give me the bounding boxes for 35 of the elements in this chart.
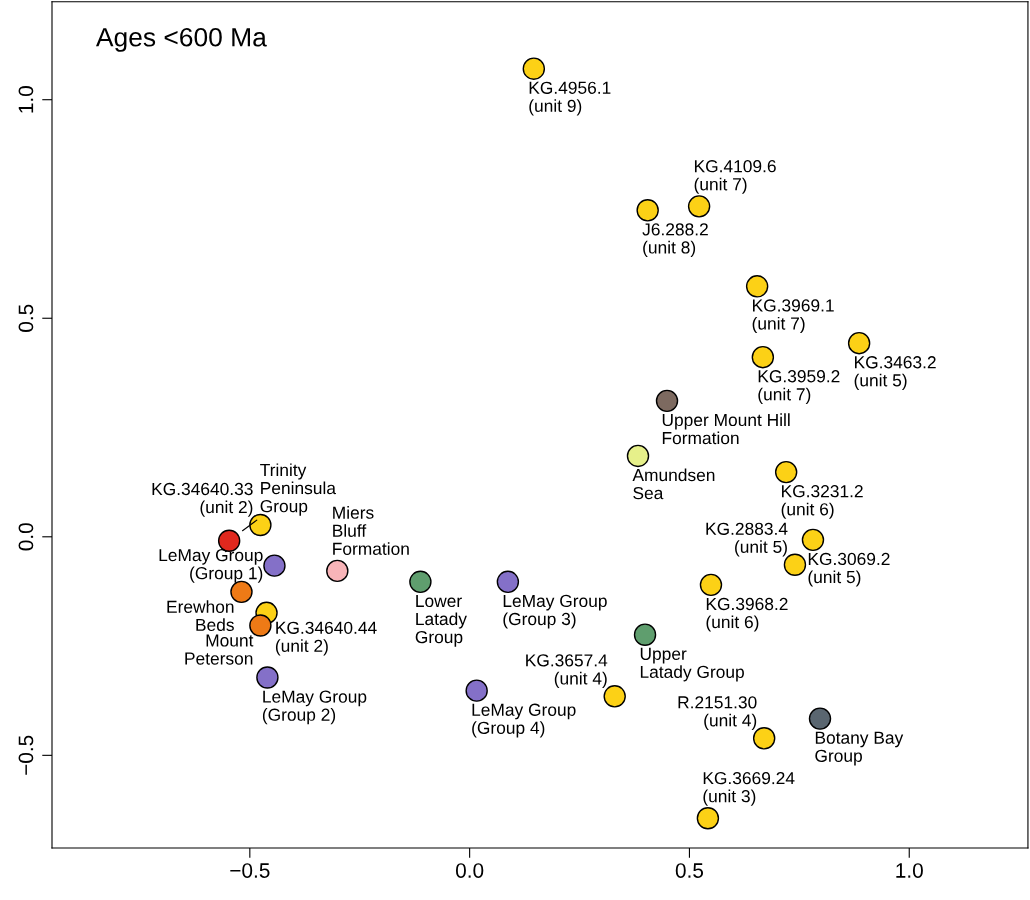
y-tick-label: −0.5: [18, 735, 34, 775]
annotation: KG.4956.1 (unit 9): [529, 81, 611, 116]
annotation: LeMay Group (Group 1): [159, 548, 263, 583]
annotation: KG.3669.24 (unit 3): [703, 771, 795, 806]
annotation: KG.3231.2 (unit 6): [781, 485, 863, 519]
annotation: Mount Peterson: [185, 634, 254, 665]
y-tick-label: 0.5: [18, 304, 34, 332]
annotation: Upper Latady Group: [640, 647, 744, 682]
annotation: LeMay Group (Group 4): [472, 703, 576, 738]
annotation: LeMay Group (Group 3): [503, 594, 607, 629]
annotation: LeMay Group (Group 2): [262, 690, 367, 725]
annotation: KG.3968.2 (unit 6): [706, 597, 788, 632]
annotation: KG.3463.2 (unit 5): [854, 356, 936, 390]
annotation: Upper Mount Hill Formation: [662, 413, 790, 445]
annotation: KG.3069.2 (unit 5): [808, 552, 890, 587]
annotation: Ages <600 Ma: [95, 27, 267, 52]
annotation: KG.2883.4 (unit 5): [706, 522, 788, 557]
annotation: Erewhon Beds: [167, 600, 234, 632]
annotation: KG.3657.4 (unit 4): [526, 654, 608, 688]
x-tick-label: −0.5: [230, 863, 270, 878]
y-tick-label: 0.0: [18, 523, 34, 551]
annotation: Botany Bay Group: [815, 731, 904, 766]
x-tick-label: 1.0: [896, 863, 923, 878]
annotation: KG.34640.44 (unit 2): [275, 621, 377, 656]
annotation: KG.34640.33 (unit 2): [152, 482, 253, 517]
y-tick-label: 1.0: [18, 86, 34, 113]
annotation: J6.288.2 (unit 8): [642, 223, 708, 258]
annotation: KG.3969.1 (unit 7): [752, 299, 834, 334]
x-tick-label: 0.5: [675, 863, 704, 878]
annotation: KG.3959.2 (unit 7): [758, 370, 840, 404]
annotation: Amundsen Sea: [632, 468, 715, 500]
annotation: KG.4109.6 (unit 7): [694, 160, 776, 194]
annotation: Lower Latady Group: [415, 594, 467, 647]
annotation: R.2151.30 (unit 4): [678, 696, 757, 730]
x-tick-label: 0.0: [455, 863, 484, 878]
